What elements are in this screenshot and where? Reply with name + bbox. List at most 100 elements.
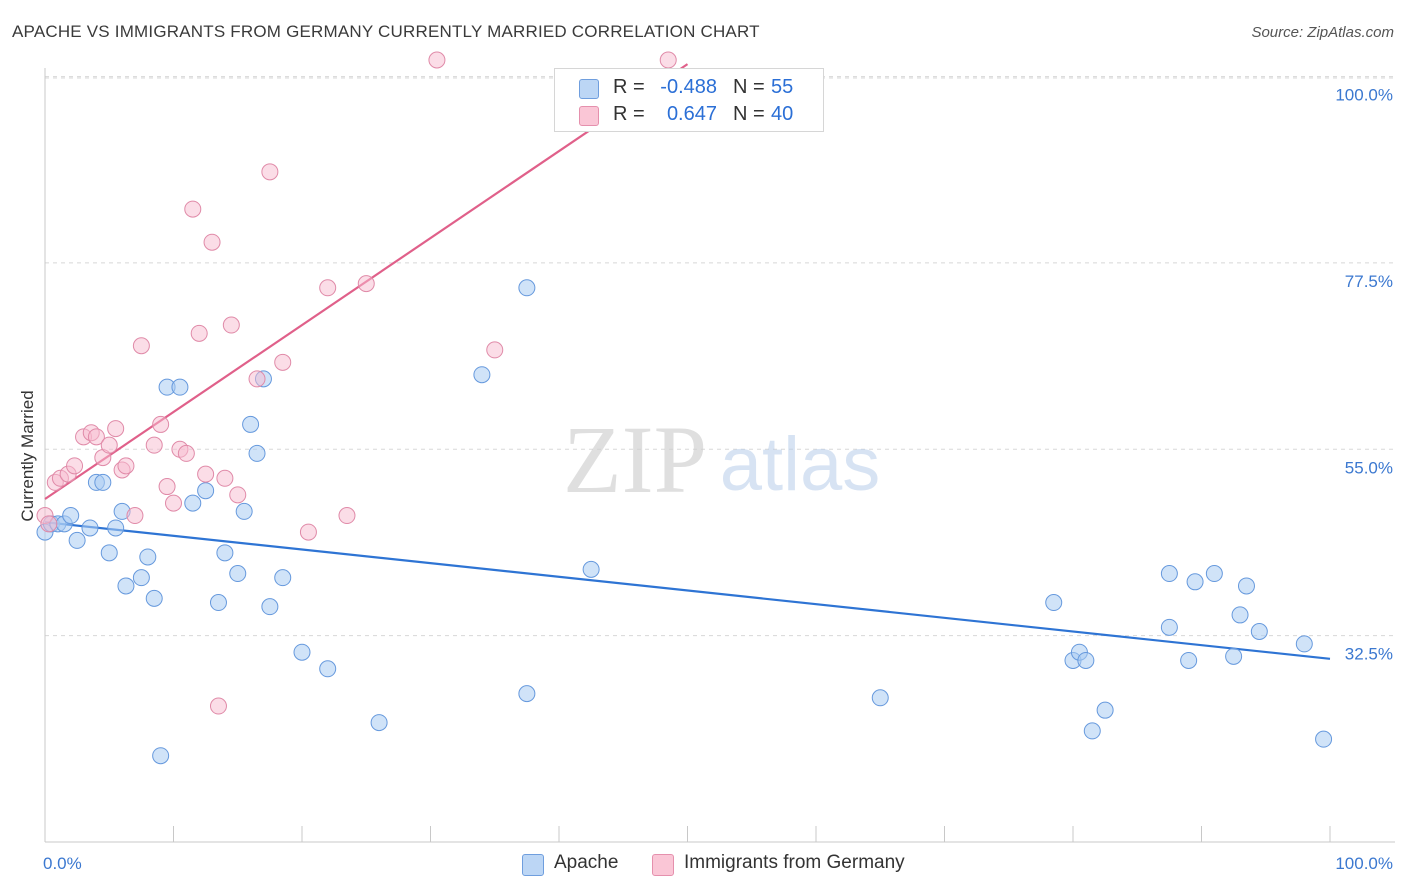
- apache-point: [1160, 565, 1178, 583]
- tick-labels: 32.5% 55.0% 77.5% 100.0% 0.0% 100.0%: [43, 86, 1393, 873]
- apache-point: [209, 594, 227, 612]
- germany-point: [40, 515, 58, 533]
- apache-point: [242, 415, 260, 433]
- apache-point: [145, 589, 163, 607]
- germany-point: [229, 486, 247, 504]
- apache-point: [184, 494, 202, 512]
- germany-point: [66, 457, 84, 475]
- germany-n-value: 40: [771, 103, 794, 125]
- apache-point: [1077, 651, 1095, 669]
- apache-point: [62, 507, 80, 525]
- x-tick-label-min: 0.0%: [43, 854, 82, 873]
- legend-row-apache: R = -0.488 N = 55: [555, 75, 823, 101]
- germany-point: [177, 444, 195, 462]
- apache-point: [107, 519, 125, 537]
- germany-point: [203, 233, 221, 251]
- germany-point: [248, 370, 266, 388]
- apache-point: [132, 569, 150, 587]
- germany-point: [261, 163, 279, 181]
- apache-point: [274, 569, 292, 587]
- apache-point: [152, 747, 170, 765]
- y-tick-label: 100.0%: [1335, 86, 1393, 105]
- apache-point: [1160, 618, 1178, 636]
- apache-point: [117, 577, 135, 595]
- apache-n-label: N =: [733, 76, 765, 98]
- y-tick-label: 55.0%: [1345, 458, 1393, 477]
- axes: [44, 68, 1395, 843]
- apache-point: [1295, 635, 1313, 653]
- germany-points: [36, 51, 677, 715]
- series-legend: Apache Immigrants from Germany: [0, 852, 1406, 880]
- apache-point: [1096, 701, 1114, 719]
- germany-point: [184, 200, 202, 218]
- apache-point: [216, 544, 234, 562]
- germany-point: [274, 353, 292, 371]
- apache-point: [229, 565, 247, 583]
- germany-point: [152, 415, 170, 433]
- legend-apache-label: Apache: [554, 852, 619, 873]
- legend-germany-label: Immigrants from Germany: [684, 852, 905, 873]
- apache-point: [197, 482, 215, 500]
- apache-points: [36, 279, 1333, 765]
- y-tick-label: 32.5%: [1345, 645, 1393, 664]
- chart-title: APACHE VS IMMIGRANTS FROM GERMANY CURREN…: [12, 22, 760, 41]
- germany-n-label: N =: [733, 103, 765, 125]
- germany-point: [145, 436, 163, 454]
- watermark-atlas: atlas: [720, 422, 881, 507]
- apache-point: [1231, 606, 1249, 624]
- watermark-zip: ZIP: [563, 406, 707, 513]
- apache-point: [139, 548, 157, 566]
- watermark: ZIP atlas: [563, 406, 880, 513]
- y-tick-label: 77.5%: [1345, 272, 1393, 291]
- germany-point: [338, 507, 356, 525]
- germany-r-value: 0.647: [666, 103, 717, 125]
- y-axis-label: Currently Married: [18, 390, 37, 521]
- germany-point: [87, 428, 105, 446]
- germany-point: [132, 337, 150, 355]
- germany-point: [197, 465, 215, 483]
- germany-point: [659, 51, 677, 69]
- apache-trend-line: [44, 521, 1331, 660]
- apache-point: [1180, 651, 1198, 669]
- germany-point: [165, 494, 182, 512]
- apache-point: [370, 714, 388, 732]
- apache-point: [261, 598, 279, 616]
- apache-point: [68, 531, 86, 549]
- apache-point: [518, 279, 536, 297]
- germany-point: [158, 478, 176, 496]
- apache-r-value: -0.488: [660, 76, 717, 98]
- apache-swatch: [579, 79, 599, 99]
- legend-germany-swatch: [652, 854, 674, 876]
- apache-point: [100, 544, 118, 562]
- apache-point: [582, 560, 600, 578]
- legend-apache-swatch: [522, 854, 544, 876]
- germany-point: [209, 697, 227, 715]
- apache-point: [1045, 594, 1063, 612]
- germany-r-label: R =: [613, 103, 645, 125]
- germany-point: [126, 507, 144, 525]
- apache-point: [1250, 623, 1268, 640]
- germany-point: [222, 316, 240, 334]
- germany-point: [299, 523, 317, 541]
- germany-point: [357, 275, 375, 293]
- apache-point: [293, 643, 311, 661]
- apache-point: [1186, 573, 1204, 591]
- apache-point: [81, 519, 99, 537]
- germany-point: [319, 279, 337, 297]
- source-label: Source: ZipAtlas.com: [1251, 24, 1394, 41]
- apache-point: [1205, 565, 1223, 583]
- gridlines: [45, 76, 1395, 637]
- apache-point: [1237, 577, 1255, 595]
- germany-point: [190, 324, 208, 342]
- correlation-legend: R = -0.488 N = 55 R = 0.647 N = 40: [554, 68, 824, 132]
- apache-point: [1225, 647, 1243, 665]
- germany-point: [486, 341, 504, 359]
- legend-row-germany: R = 0.647 N = 40: [555, 102, 823, 128]
- apache-point: [871, 689, 889, 707]
- apache-point: [94, 473, 112, 491]
- apache-point: [473, 366, 491, 384]
- germany-point: [107, 420, 125, 438]
- apache-point: [171, 378, 189, 396]
- germany-swatch: [579, 106, 599, 126]
